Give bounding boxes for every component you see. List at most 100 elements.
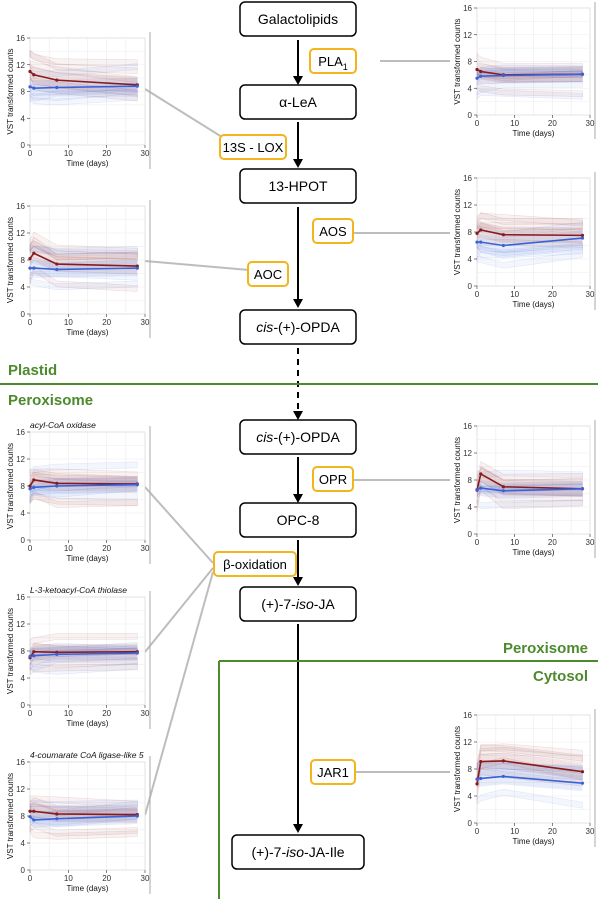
metabolite-label-part: -JA	[314, 596, 336, 612]
variability-band	[476, 52, 583, 70]
data-point-red	[55, 812, 59, 816]
confidence-band	[477, 768, 583, 792]
connector-lines	[144, 60, 450, 816]
metabolite-box	[239, 168, 357, 204]
y-tick-label: 8	[21, 647, 26, 656]
y-axis-label: VST transformed counts	[453, 189, 462, 275]
y-tick-label: 8	[468, 228, 473, 237]
y-axis-label: VST transformed counts	[453, 18, 462, 104]
metabolite-node: Galactolipids	[239, 1, 357, 37]
enzyme-box	[312, 466, 354, 492]
x-tick-label: 0	[28, 149, 33, 158]
data-point-blue	[32, 654, 36, 658]
variability-band	[476, 498, 583, 510]
enzyme-name-text: AOS	[319, 224, 347, 239]
enzyme-name: AOS	[319, 224, 347, 239]
enzyme-name-text: OPR	[319, 472, 347, 487]
enzyme-box	[309, 48, 357, 74]
confidence-band	[477, 61, 583, 83]
series-line-blue	[29, 85, 138, 89]
metabolite-box	[239, 419, 357, 455]
metabolite-label-part: Galactolipids	[258, 11, 338, 27]
series-line-blue	[30, 267, 138, 271]
data-point-blue	[135, 483, 139, 487]
variability-band	[476, 746, 583, 780]
enzyme-label: AOC	[247, 261, 289, 287]
x-tick-label: 20	[548, 538, 557, 547]
variability-band	[29, 231, 138, 255]
arrow-head	[293, 411, 303, 420]
x-tick-label: 10	[510, 538, 519, 547]
variability-band	[476, 80, 583, 96]
x-tick-label: 20	[548, 119, 557, 128]
metabolite-label-part: (+)-7-	[261, 596, 296, 612]
variability-band	[29, 72, 138, 97]
metabolite-label-part: (+)-OPDA	[278, 429, 341, 445]
arrow-head	[293, 159, 303, 168]
data-point-blue	[475, 777, 479, 781]
variability-band	[476, 245, 583, 260]
pathway-arrow	[293, 122, 303, 168]
data-point-blue	[55, 85, 59, 90]
y-axis-label: VST transformed counts	[6, 773, 15, 859]
variability-band	[476, 485, 583, 498]
metabolite-box	[239, 1, 357, 37]
data-point-red	[479, 228, 483, 232]
data-point-red	[479, 472, 483, 476]
y-tick-label: 4	[21, 839, 26, 848]
y-tick-label: 8	[468, 765, 473, 774]
x-tick-label: 20	[102, 149, 111, 158]
confidence-band	[477, 221, 583, 244]
enzyme-name: PLA1	[318, 54, 348, 72]
x-tick-label: 0	[28, 874, 33, 883]
series-line-blue	[476, 73, 583, 79]
connector-line	[144, 260, 250, 271]
variability-band	[29, 812, 138, 826]
x-tick-label: 20	[102, 709, 111, 718]
x-tick-label: 10	[64, 874, 73, 883]
metabolite-node: 13-HPOT	[239, 168, 357, 204]
x-axis-label: Time (days)	[67, 719, 109, 728]
label-peroxisome-top: Peroxisome	[8, 392, 93, 409]
metabolite-label: (+)-7-iso-JA	[261, 596, 335, 612]
enzyme-name: 13S - LOX	[223, 140, 284, 155]
data-point-red	[580, 233, 585, 237]
variability-band	[29, 76, 138, 102]
data-point-red	[32, 73, 36, 77]
data-point-blue	[55, 267, 59, 272]
variability-band	[29, 663, 138, 676]
data-point-blue	[32, 818, 36, 822]
data-point-blue	[32, 485, 36, 489]
y-tick-label: 12	[463, 449, 472, 458]
data-point-blue	[580, 72, 585, 76]
metabolite-label-part: OPC-8	[277, 512, 320, 528]
x-tick-label: 30	[586, 827, 595, 836]
data-point-blue	[501, 243, 505, 248]
y-tick-label: 0	[468, 282, 473, 291]
variability-band	[29, 63, 138, 78]
variability-band	[476, 762, 583, 774]
metabolite-label-part: cis-	[256, 319, 278, 335]
enzyme-box	[213, 551, 297, 577]
x-axis-label: Time (days)	[513, 300, 555, 309]
series-line-blue	[29, 652, 138, 658]
connector-line	[144, 567, 214, 653]
x-tick-label: 10	[64, 544, 73, 553]
variability-band	[29, 468, 138, 479]
y-tick-label: 4	[468, 84, 473, 93]
pathway-arrow	[293, 348, 303, 420]
data-point-blue	[475, 487, 479, 492]
data-point-blue	[28, 266, 32, 270]
metabolite-node: (+)-7-iso-JA-Ile	[231, 834, 365, 870]
variability-band	[29, 236, 138, 261]
pathway-arrow	[293, 540, 303, 586]
data-point-red	[479, 759, 483, 764]
metabolite-label-part: 13-HPOT	[268, 178, 328, 194]
metabolite-label: α-LeA	[279, 94, 317, 110]
confidence-band	[30, 476, 138, 497]
y-tick-label: 0	[468, 819, 473, 828]
enzyme-name-text: PLA	[318, 54, 343, 69]
metabolite-label: cis-(+)-OPDA	[256, 429, 340, 445]
x-axis-label: Time (days)	[67, 554, 109, 563]
y-tick-label: 4	[468, 792, 473, 801]
